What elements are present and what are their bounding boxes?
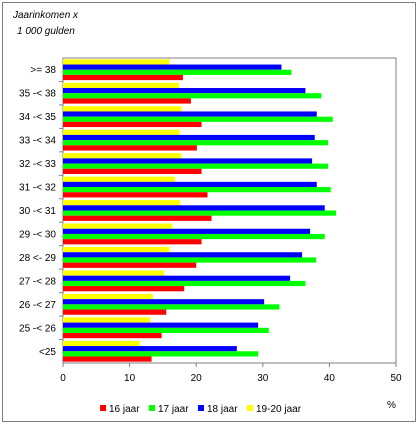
bar-3-10 bbox=[63, 275, 291, 281]
x-axis-label: % bbox=[387, 400, 396, 411]
category-label: 32 -< 33 bbox=[19, 159, 56, 170]
category-label: <25 bbox=[39, 347, 56, 358]
bar-1-5 bbox=[63, 168, 202, 174]
x-tick-label: 50 bbox=[390, 373, 402, 384]
category-label: 34 -< 35 bbox=[19, 112, 56, 123]
bar-2-6 bbox=[63, 187, 331, 193]
bar-4-1 bbox=[63, 59, 170, 65]
bar-2-2 bbox=[63, 93, 322, 99]
bar-1-13 bbox=[63, 356, 152, 362]
bar-3-8 bbox=[63, 228, 311, 234]
bar-4-6 bbox=[63, 176, 175, 182]
x-tick-label: 20 bbox=[191, 373, 203, 384]
x-tick-label: 0 bbox=[60, 373, 66, 384]
bar-4-10 bbox=[63, 270, 165, 276]
x-tick-label: 10 bbox=[124, 373, 136, 384]
legend-label-2: 17 jaar bbox=[158, 404, 189, 415]
bar-4-12 bbox=[63, 317, 151, 323]
bar-3-7 bbox=[63, 205, 325, 211]
legend-swatch-4 bbox=[247, 405, 253, 411]
bar-3-2 bbox=[63, 87, 306, 94]
bar-3-12 bbox=[63, 322, 259, 328]
bar-4-11 bbox=[63, 293, 153, 300]
bar-2-1 bbox=[63, 69, 292, 75]
bar-4-7 bbox=[63, 200, 181, 206]
bar-3-11 bbox=[63, 299, 265, 305]
bar-2-4 bbox=[63, 140, 329, 146]
x-axis: 0 10 20 30 40 50 bbox=[60, 363, 402, 384]
category-label: 28 <- 29 bbox=[19, 253, 56, 264]
legend: 16 jaar 17 jaar 18 jaar 19-20 jaar bbox=[100, 404, 302, 415]
bar-2-11 bbox=[63, 304, 280, 310]
bars-group bbox=[63, 59, 337, 362]
legend-swatch-2 bbox=[149, 405, 155, 411]
bar-2-9 bbox=[63, 257, 317, 263]
chart-title-line-1: Jaarinkomen x bbox=[12, 10, 79, 21]
category-labels: >= 38 35 -< 38 34 -< 35 33 -< 34 32 -< 33 31 … bbox=[19, 65, 63, 358]
bar-2-3 bbox=[63, 116, 333, 122]
chart-svg: Jaarinkomen x 1 000 gulden >= 38 35 -< 38… bbox=[12, 10, 402, 415]
bar-3-13 bbox=[63, 346, 237, 352]
legend-label-4: 19-20 jaar bbox=[256, 404, 302, 415]
bar-1-8 bbox=[63, 239, 202, 245]
bar-1-3 bbox=[63, 121, 202, 128]
bar-1-2 bbox=[63, 98, 191, 104]
bar-3-6 bbox=[63, 181, 317, 188]
bar-4-5 bbox=[63, 153, 182, 159]
bar-3-3 bbox=[63, 111, 317, 117]
bar-2-7 bbox=[63, 210, 337, 216]
category-label: 27 -< 28 bbox=[19, 276, 56, 287]
legend-label-1: 16 jaar bbox=[109, 404, 140, 415]
category-label: 30 -< 31 bbox=[19, 206, 56, 217]
category-label: 31 -< 32 bbox=[19, 183, 56, 194]
category-label: 29 -< 30 bbox=[19, 229, 56, 240]
bar-4-3 bbox=[63, 106, 182, 112]
bar-2-5 bbox=[63, 163, 329, 169]
bar-1-10 bbox=[63, 286, 185, 292]
category-label: 33 -< 34 bbox=[19, 136, 56, 147]
bar-3-4 bbox=[63, 134, 315, 141]
bar-1-6 bbox=[63, 192, 208, 198]
category-label: 26 -< 27 bbox=[19, 300, 56, 311]
category-label: >= 38 bbox=[30, 65, 56, 76]
bar-2-13 bbox=[63, 351, 259, 357]
bar-4-2 bbox=[63, 82, 179, 88]
bar-1-11 bbox=[63, 309, 167, 315]
category-label: 25 -< 26 bbox=[19, 323, 56, 334]
bar-1-1 bbox=[63, 74, 183, 81]
bar-3-1 bbox=[63, 64, 282, 70]
legend-swatch-3 bbox=[198, 405, 204, 411]
bar-4-9 bbox=[63, 247, 170, 253]
bar-1-12 bbox=[63, 333, 162, 339]
bar-4-13 bbox=[63, 340, 140, 347]
chart-frame: Jaarinkomen x 1 000 gulden >= 38 35 -< 38… bbox=[2, 2, 416, 422]
bar-3-9 bbox=[63, 252, 303, 258]
bar-2-12 bbox=[63, 327, 269, 334]
x-tick-label: 30 bbox=[257, 373, 269, 384]
bar-3-5 bbox=[63, 158, 313, 164]
chart-title-line-2: 1 000 gulden bbox=[17, 26, 75, 37]
legend-label-3: 18 jaar bbox=[207, 404, 238, 415]
bar-4-8 bbox=[63, 223, 173, 229]
x-tick-label: 40 bbox=[324, 373, 336, 384]
bar-2-10 bbox=[63, 280, 306, 287]
bar-1-9 bbox=[63, 262, 197, 268]
bar-2-8 bbox=[63, 233, 325, 240]
bar-1-7 bbox=[63, 215, 212, 221]
legend-swatch-1 bbox=[100, 405, 106, 411]
bar-4-4 bbox=[63, 129, 180, 135]
bar-1-4 bbox=[63, 145, 197, 151]
category-label: 35 -< 38 bbox=[19, 89, 56, 100]
